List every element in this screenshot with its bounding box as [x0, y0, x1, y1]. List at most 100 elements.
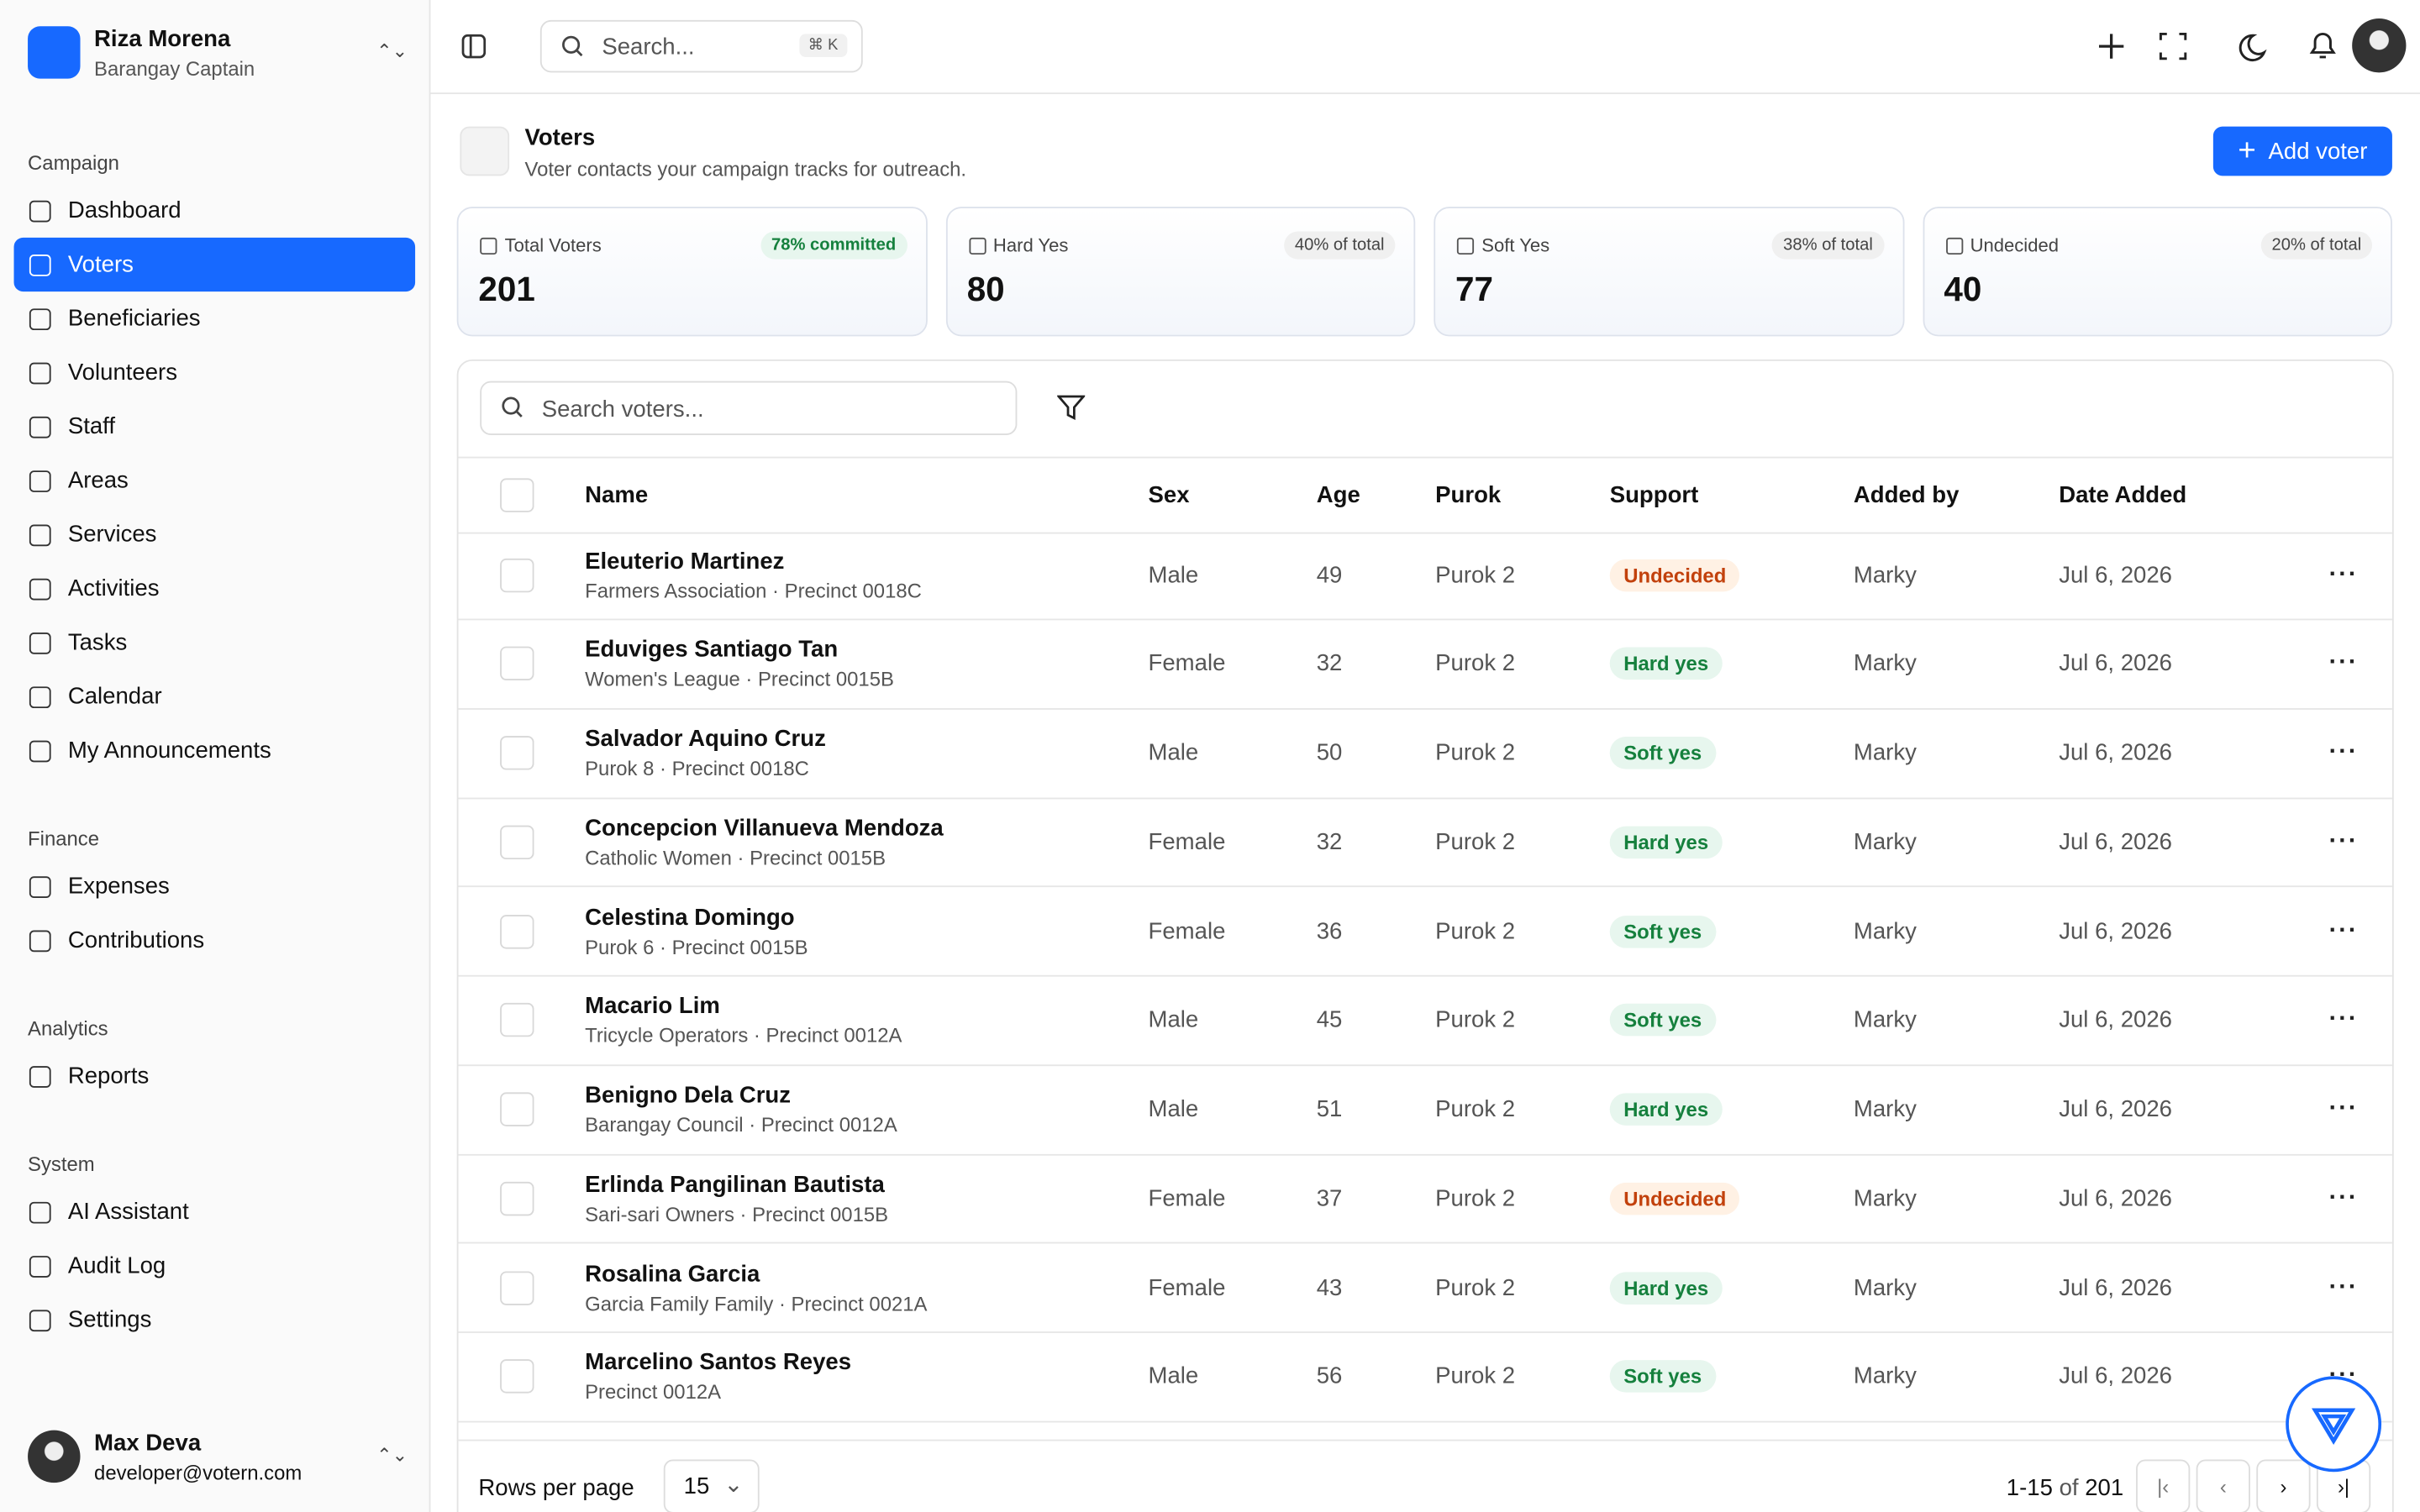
- row-checkbox[interactable]: [500, 825, 534, 859]
- purok: Purok 2: [1435, 650, 1516, 677]
- table-row[interactable]: Eleuterio Martinez Farmers Association · …: [458, 531, 2392, 621]
- filter-button[interactable]: [1057, 395, 1086, 421]
- pagination: Rows per page 15 ⌄ 1-15 of 201 |‹ ‹ › ›|: [456, 1439, 2392, 1512]
- row-menu[interactable]: ···: [2328, 560, 2359, 587]
- column-header[interactable]: Purok: [1435, 481, 1502, 509]
- select-all[interactable]: [500, 478, 534, 512]
- row-checkbox[interactable]: [500, 914, 534, 948]
- account-avatar: [28, 1430, 81, 1483]
- table-row[interactable]: Benigno Dela Cruz Barangay Council · Prec…: [458, 1065, 2392, 1155]
- nav-item[interactable]: Contributions: [14, 913, 416, 967]
- profile-avatar[interactable]: [2352, 18, 2407, 73]
- row-checkbox[interactable]: [500, 1359, 534, 1394]
- nav-item[interactable]: Activities: [14, 562, 416, 616]
- page-subtitle: Voter contacts your campaign tracks for …: [524, 157, 967, 181]
- voter-group: Catholic Women · Precinct 0015B: [585, 845, 886, 869]
- row-checkbox[interactable]: [500, 1092, 534, 1126]
- row-checkbox[interactable]: [500, 736, 534, 770]
- row-checkbox[interactable]: [500, 557, 534, 592]
- column-header[interactable]: Support: [1609, 481, 1699, 509]
- nav-label: Staff: [67, 413, 116, 440]
- row-menu[interactable]: ···: [2328, 1273, 2359, 1300]
- row-menu[interactable]: ···: [2328, 738, 2359, 766]
- rows-select[interactable]: 15 ⌄: [663, 1459, 760, 1512]
- row-checkbox[interactable]: [500, 647, 534, 681]
- first-page[interactable]: |‹: [2136, 1459, 2191, 1512]
- age: 51: [1316, 1095, 1343, 1123]
- nav-item[interactable]: Volunteers: [14, 345, 416, 399]
- global-search[interactable]: Search... ⌘ K: [539, 19, 863, 73]
- nav-section: Analytics: [28, 1016, 108, 1040]
- nav-item[interactable]: Staff: [14, 400, 416, 454]
- stat-card: Hard Yes 40% of total 80: [944, 207, 1416, 337]
- nav-item[interactable]: Services: [14, 507, 416, 561]
- table-row[interactable]: Eduviges Santiago Tan Women's League · Pr…: [458, 620, 2392, 710]
- support-badge: Soft yes: [1609, 737, 1716, 769]
- column-header[interactable]: Added by: [1853, 481, 1960, 509]
- added-by: Marky: [1853, 1095, 1917, 1123]
- added-by: Marky: [1853, 917, 1917, 945]
- purok: Purok 2: [1435, 1006, 1516, 1034]
- nav-item[interactable]: Reports: [14, 1049, 416, 1103]
- date-added: Jul 6, 2026: [2059, 1363, 2172, 1390]
- table-row[interactable]: Marcelino Santos Reyes Precinct 0012A Male…: [458, 1332, 2392, 1423]
- column-header[interactable]: Name: [585, 481, 649, 509]
- table-row[interactable]: Erlinda Pangilinan Bautista Sari-sari Own…: [458, 1154, 2392, 1244]
- nav-item[interactable]: Dashboard: [14, 184, 416, 238]
- stat-icon: [1945, 237, 1963, 255]
- table-row[interactable]: Rosalina Garcia Garcia Family Family · Pr…: [458, 1243, 2392, 1333]
- nav-item[interactable]: My Announcements: [14, 723, 416, 777]
- nav-item[interactable]: Voters: [13, 237, 416, 292]
- next-page[interactable]: ›: [2256, 1459, 2311, 1512]
- range: 1-15 of 201: [2007, 1475, 2123, 1501]
- assistant-button[interactable]: [2286, 1376, 2382, 1473]
- row-menu[interactable]: ···: [2328, 649, 2359, 676]
- nav-item[interactable]: Audit Log: [14, 1239, 416, 1293]
- nav-item[interactable]: Settings: [14, 1293, 416, 1347]
- row-checkbox[interactable]: [500, 1181, 534, 1215]
- voter-name: Eduviges Santiago Tan: [585, 637, 839, 664]
- column-header[interactable]: Date Added: [2059, 481, 2187, 509]
- row-menu[interactable]: ···: [2328, 1006, 2359, 1033]
- table-search[interactable]: Search voters...: [480, 381, 1018, 435]
- row-menu[interactable]: ···: [2328, 916, 2359, 944]
- prev-page[interactable]: ‹: [2196, 1459, 2250, 1512]
- nav-label: Areas: [67, 467, 129, 494]
- table-row[interactable]: Macario Lim Tricycle Operators · Precinct…: [458, 976, 2392, 1066]
- voter-group: Farmers Association · Precinct 0018C: [585, 578, 922, 602]
- column-header[interactable]: Age: [1316, 481, 1360, 509]
- support-badge: Soft yes: [1609, 1004, 1716, 1037]
- account-switcher[interactable]: ⌃⌄: [376, 1444, 408, 1466]
- row-menu[interactable]: ···: [2328, 1184, 2359, 1211]
- stat-card: Total Voters 78% committed 201: [456, 207, 927, 337]
- support-badge: Soft yes: [1609, 915, 1716, 948]
- voter-group: Women's League · Precinct 0015B: [585, 667, 894, 691]
- row-checkbox[interactable]: [500, 1003, 534, 1037]
- table-row[interactable]: Salvador Aquino Cruz Purok 8 · Precinct 0…: [458, 709, 2392, 799]
- nav-item[interactable]: Tasks: [14, 616, 416, 669]
- switcher[interactable]: ⌃⌄: [376, 39, 408, 62]
- nav-item[interactable]: Areas: [14, 454, 416, 507]
- stat-label: Total Voters: [504, 234, 602, 256]
- nav-item[interactable]: Expenses: [14, 859, 416, 913]
- column-header[interactable]: Sex: [1148, 481, 1190, 509]
- sidebar-toggle[interactable]: [461, 34, 487, 59]
- row-menu[interactable]: ···: [2328, 827, 2359, 855]
- nav-label: AI Assistant: [67, 1199, 189, 1226]
- age: 37: [1316, 1185, 1343, 1212]
- nav-item[interactable]: Beneficiaries: [14, 291, 416, 345]
- row-menu[interactable]: ···: [2328, 1095, 2359, 1122]
- account-name[interactable]: Max Deva: [94, 1430, 202, 1457]
- nav-item[interactable]: AI Assistant: [14, 1185, 416, 1239]
- sex: Female: [1148, 917, 1226, 945]
- table-row[interactable]: Celestina Domingo Purok 6 · Precinct 0015…: [458, 887, 2392, 977]
- name-cell: Concepcion Villanueva Mendoza Catholic Wo…: [585, 815, 944, 869]
- row-checkbox[interactable]: [500, 1270, 534, 1305]
- added-by: Marky: [1853, 561, 1917, 588]
- table-row[interactable]: Concepcion Villanueva Mendoza Catholic Wo…: [458, 798, 2392, 888]
- add-button[interactable]: + Add voter: [2212, 126, 2392, 176]
- rows-value: 15: [683, 1473, 710, 1500]
- nav-item[interactable]: Calendar: [14, 669, 416, 723]
- user-name[interactable]: Riza Morena: [94, 26, 231, 53]
- top-actions[interactable]: [2098, 31, 2377, 62]
